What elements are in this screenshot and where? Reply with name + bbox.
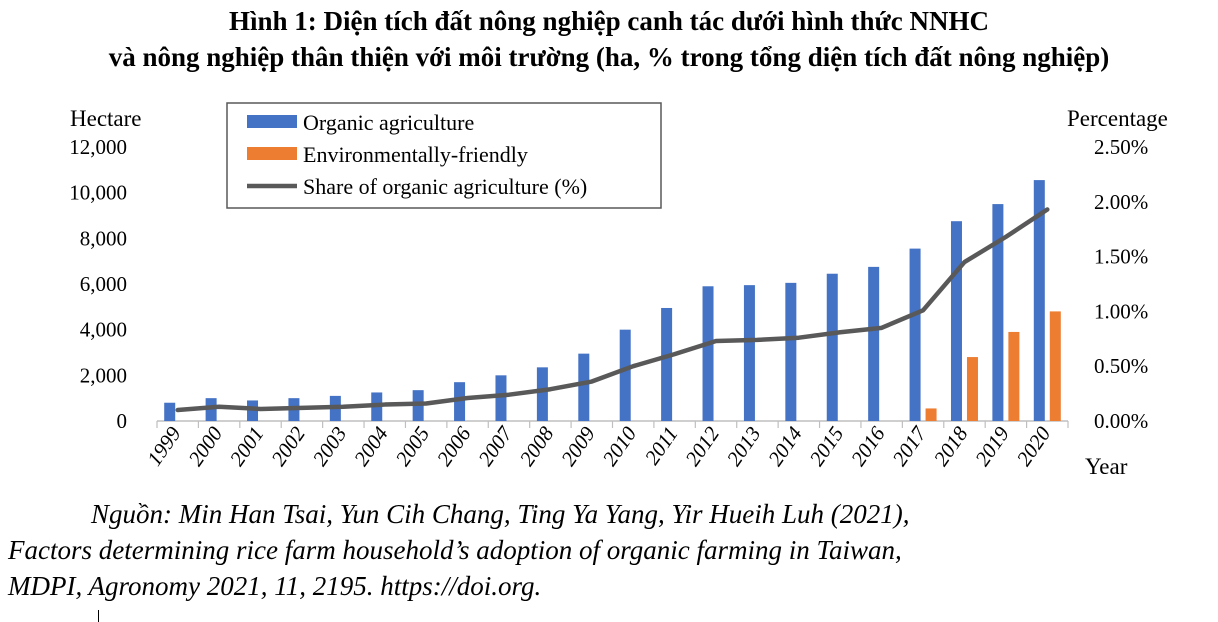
bar-organic [164,402,176,421]
y-tick-label: 6,000 [80,272,127,296]
y2-tick-label: 0.00% [1094,409,1148,433]
bar-env-friendly [1049,311,1061,421]
bar-organic [495,375,507,421]
x-tick-label: 2014 [763,422,807,471]
legend-swatch [247,147,297,160]
y-tick-label: 0 [117,409,128,433]
y2-tick-label: 1.50% [1094,245,1148,269]
legend-label: Share of organic agriculture (%) [303,174,587,199]
y-axis-title: Hectare [70,106,142,131]
legend-label: Organic agriculture [303,110,474,135]
legend-label: Environmentally-friendly [303,142,528,167]
bar-env-friendly [1008,331,1020,421]
x-tick-label: 1999 [142,422,186,471]
share-line [175,207,1050,413]
source-line-3: MDPI, Agronomy 2021, 11, 2195. https://d… [8,571,542,601]
x-tick-label: 2015 [805,422,849,470]
y-tick-label: 10,000 [69,181,127,205]
bar-organic [743,285,755,421]
x-tick-label: 2001 [225,422,269,470]
source-line-1: Nguồn: Min Han Tsai, Yun Cih Chang, Ting… [91,499,910,529]
bar-env-friendly [925,408,937,421]
chart-title-line-1: Hình 1: Diện tích đất nông nghiệp canh t… [229,6,989,36]
x-tick-label: 2012 [680,422,724,471]
y-tick-label: 4,000 [80,318,127,342]
x-tick-label: 2000 [183,422,227,471]
x-tick-label: 2003 [308,422,352,470]
bar-organic [826,273,838,421]
x-tick-label: 2005 [391,422,435,470]
bar-organic [909,248,921,421]
x-tick-label: 2020 [1012,422,1056,471]
bar-organic [536,367,548,421]
chart-title-line-2: và nông nghiệp thân thiện với môi trường… [108,42,1110,72]
x-tick-label: 2004 [349,422,393,471]
y-tick-label: 8,000 [80,226,127,250]
x-tick-label: 2002 [266,422,310,471]
bar-organic [868,266,880,421]
bar-organic [950,221,962,421]
chart-line [175,207,1050,413]
y2-tick-label: 2.50% [1094,135,1148,159]
y2-tick-label: 0.50% [1094,354,1148,378]
bar-organic [619,329,631,421]
x-tick-label: 2009 [556,422,600,471]
x-tick-label: 2008 [515,422,559,471]
y-tick-label: 2,000 [80,363,127,387]
bar-organic [454,382,466,421]
x-tick-label: 2017 [887,421,932,470]
x-tick-label: 2016 [846,422,890,471]
chart-legend: Organic agriculture Environmentally-frien… [226,102,662,209]
x-tick-label: 2011 [640,422,683,469]
x-tick-label: 2018 [929,422,973,471]
y2-tick-label: 1.00% [1094,299,1148,323]
x-tick-label: 2019 [970,422,1014,471]
legend-box [226,102,662,209]
bar-organic [785,282,797,421]
x-tick-label: 2007 [473,421,518,470]
source-line-2: Factors determining rice farm household’… [8,535,902,565]
combo-chart: 0 2,000 4,000 6,000 8,000 10,000 12,000 0.00% 0.… [69,102,1168,479]
y2-tick-label: 2.00% [1094,190,1148,214]
chart-bars [164,180,1061,421]
x-tick-label: 2006 [432,422,476,471]
legend-swatch [247,115,297,128]
bar-organic [578,353,590,421]
y2-axis-title: Percentage [1067,106,1168,131]
bar-env-friendly [966,357,978,421]
x-tick-label: 2010 [598,422,642,471]
bar-organic [992,204,1004,421]
x-tick-label: 2013 [722,422,766,470]
bar-organic [702,286,714,421]
y-tick-label: 12,000 [69,135,127,159]
bar-organic [661,307,673,421]
text-cursor-mark [98,610,99,622]
x-axis-title: Year [1085,454,1128,479]
bar-organic [1033,180,1045,421]
